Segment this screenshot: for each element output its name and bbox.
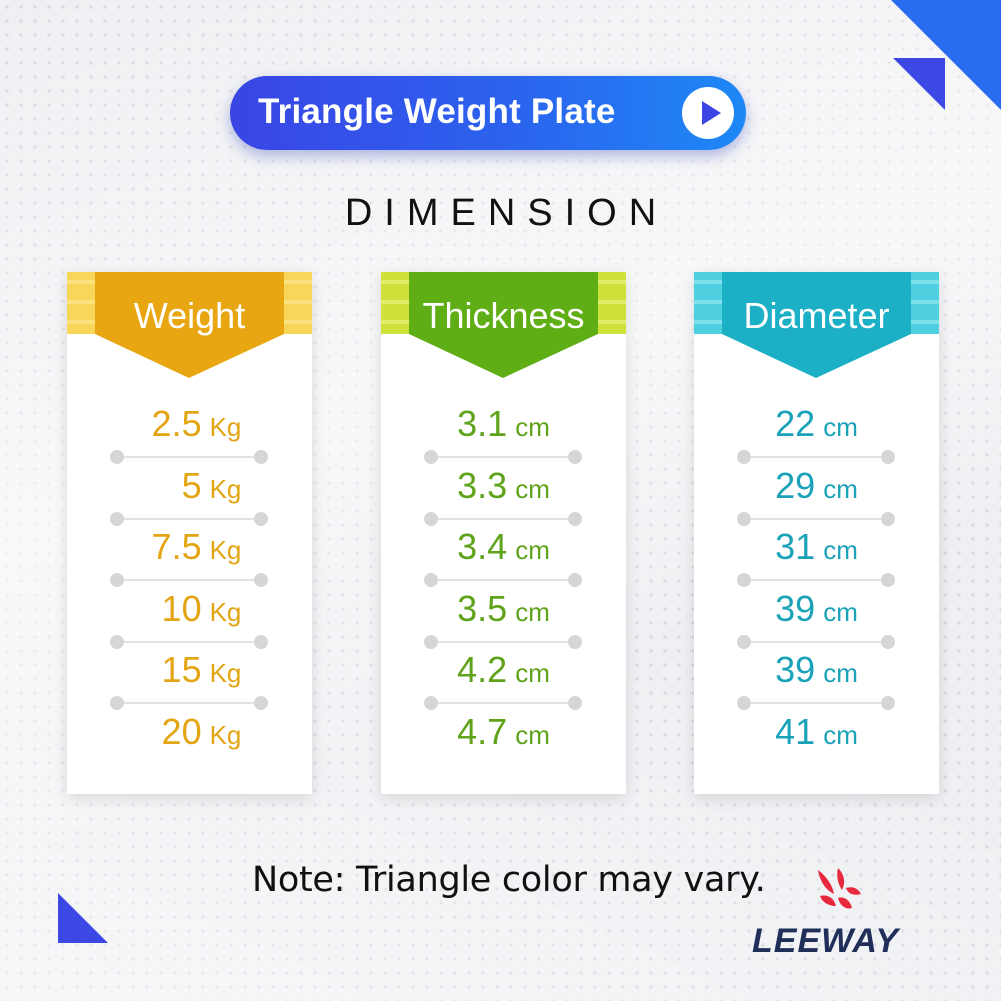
- thickness-value: 3.4: [457, 526, 508, 567]
- weight-value: 2.5: [151, 403, 202, 444]
- brand-logo-text: LEEWAY: [752, 922, 900, 960]
- row-divider: [110, 634, 268, 649]
- corner-decoration-top-right: [891, 0, 1001, 110]
- weight-row: 10 Kg: [67, 581, 312, 649]
- diameter-unit: cm: [823, 535, 858, 565]
- weight-unit: Kg: [209, 596, 242, 627]
- thickness-value: 3.5: [457, 587, 508, 629]
- leeway-logo-icon: [818, 868, 861, 909]
- weight-unit: Kg: [209, 719, 242, 750]
- diameter-row: 41 cm: [694, 704, 939, 766]
- diameter-value: 39: [775, 649, 816, 690]
- row-divider: [110, 511, 268, 526]
- row-divider: [737, 696, 895, 710]
- thickness-value: 4.7: [457, 710, 508, 752]
- diameter-value: 39: [775, 587, 816, 629]
- note-text: Note: Triangle color may vary.: [252, 860, 766, 900]
- weight-unit: Kg: [209, 473, 242, 504]
- thickness-header: Thickness: [381, 272, 626, 380]
- thickness-unit: cm: [515, 535, 550, 565]
- diameter-unit: cm: [823, 412, 858, 442]
- diameter-row: 22 cm: [694, 396, 939, 464]
- diameter-row: 29 cm: [694, 458, 939, 526]
- corner-triangle-top-right: [893, 58, 945, 110]
- row-divider: [110, 450, 268, 464]
- thickness-unit: cm: [515, 596, 550, 627]
- diameter-value: 29: [775, 464, 816, 506]
- diameter-value: 22: [775, 403, 816, 444]
- thickness-row: 3.4 cm: [381, 519, 626, 587]
- weight-value: 5: [181, 464, 202, 506]
- weight-value: 15: [161, 649, 202, 690]
- thickness-row: 3.5 cm: [381, 581, 626, 649]
- row-divider: [424, 634, 582, 649]
- row-divider: [424, 696, 582, 710]
- thickness-row: 3.3 cm: [381, 458, 626, 526]
- diameter-row: 39 cm: [694, 642, 939, 710]
- diameter-unit: cm: [823, 719, 858, 750]
- weight-value: 20: [161, 710, 202, 752]
- weight-unit: Kg: [209, 412, 242, 442]
- page-title: Triangle Weight Plate: [258, 92, 616, 131]
- weight-value: 7.5: [151, 526, 202, 567]
- thickness-card: Thickness 3.1 cm 3.3 cm 3.4 cm 3.5 cm 4.2 cm …: [381, 272, 626, 794]
- diameter-card: Diameter 22 cm 29 cm 31 cm 39 cm 39 cm 41 cm: [694, 272, 939, 794]
- diameter-value: 31: [775, 526, 816, 567]
- weight-card: Weight 2.5 Kg 5 Kg 7.5 Kg 10 Kg 15 Kg 20 Kg: [67, 272, 312, 794]
- weight-title: Weight: [133, 295, 246, 336]
- thickness-row: 4.2 cm: [381, 642, 626, 710]
- weight-row: 20 Kg: [67, 704, 312, 766]
- diameter-header: Diameter: [694, 272, 939, 380]
- weight-row: 5 Kg: [67, 458, 312, 526]
- diameter-value: 41: [775, 710, 816, 752]
- row-divider: [424, 511, 582, 526]
- thickness-value: 3.1: [457, 403, 508, 444]
- play-icon: [702, 101, 721, 125]
- thickness-value: 4.2: [457, 649, 508, 690]
- row-divider: [110, 573, 268, 587]
- row-divider: [737, 634, 895, 649]
- row-divider: [737, 450, 895, 464]
- row-divider: [737, 573, 895, 587]
- diameter-unit: cm: [823, 596, 858, 627]
- diameter-title: Diameter: [743, 295, 890, 336]
- weight-value: 10: [161, 587, 202, 629]
- thickness-row: 3.1 cm: [381, 396, 626, 464]
- weight-header: Weight: [67, 272, 312, 380]
- row-divider: [424, 573, 582, 587]
- row-divider: [424, 450, 582, 464]
- weight-row: 7.5 Kg: [67, 519, 312, 587]
- thickness-unit: cm: [515, 412, 550, 442]
- play-button[interactable]: [682, 87, 734, 139]
- diameter-row: 39 cm: [694, 581, 939, 649]
- thickness-title: Thickness: [422, 295, 585, 336]
- diameter-unit: cm: [823, 473, 858, 504]
- title-banner: Triangle Weight Plate: [230, 76, 746, 150]
- row-divider: [737, 511, 895, 526]
- thickness-unit: cm: [515, 473, 550, 504]
- corner-triangle-bottom-left: [58, 893, 108, 943]
- row-divider: [110, 696, 268, 710]
- diameter-row: 31 cm: [694, 519, 939, 587]
- section-heading: DIMENSION: [344, 192, 669, 234]
- weight-unit: Kg: [209, 658, 242, 688]
- weight-row: 15 Kg: [67, 642, 312, 710]
- thickness-value: 3.3: [457, 464, 508, 506]
- weight-unit: Kg: [209, 535, 242, 565]
- diameter-unit: cm: [823, 658, 858, 688]
- thickness-row: 4.7 cm: [381, 704, 626, 766]
- thickness-unit: cm: [515, 658, 550, 688]
- weight-row: 2.5 Kg: [67, 396, 312, 464]
- thickness-unit: cm: [515, 719, 550, 750]
